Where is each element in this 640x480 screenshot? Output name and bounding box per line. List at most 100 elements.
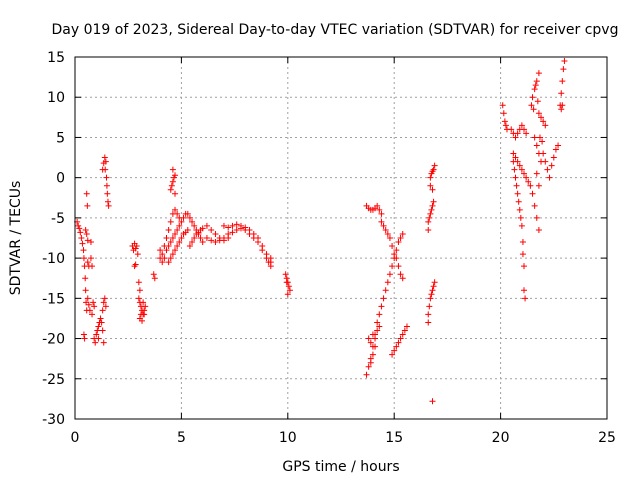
data-point (167, 218, 174, 225)
data-point (103, 174, 110, 181)
data-point (161, 243, 168, 250)
data-point (561, 58, 568, 65)
data-point (100, 160, 107, 167)
y-tick-label: -25 (42, 372, 65, 388)
data-point (184, 226, 191, 233)
data-point (519, 251, 526, 258)
y-tick-label: 5 (56, 130, 65, 146)
data-point (85, 301, 92, 308)
data-point (199, 225, 206, 232)
data-point (518, 222, 525, 229)
data-point (374, 202, 381, 209)
data-point (178, 218, 185, 225)
data-point (168, 182, 175, 189)
data-point (99, 307, 106, 314)
data-point (229, 222, 236, 229)
data-point (403, 323, 410, 330)
data-point (514, 130, 521, 137)
data-point (267, 255, 274, 262)
data-point (140, 299, 147, 306)
data-point (376, 323, 383, 330)
data-point (535, 150, 542, 157)
data-point (531, 202, 538, 209)
data-point (397, 335, 404, 342)
data-point (500, 110, 507, 117)
x-tick-label: 15 (385, 430, 403, 446)
data-point (250, 230, 257, 237)
data-point (431, 279, 438, 286)
data-point (159, 259, 166, 266)
data-point (502, 122, 509, 129)
data-point (384, 230, 391, 237)
data-point (550, 154, 557, 161)
chart-title: Day 019 of 2023, Sidereal Day-to-day VTE… (52, 22, 619, 38)
data-point (546, 174, 553, 181)
data-point (548, 162, 555, 169)
data-point (430, 166, 437, 173)
data-point (174, 210, 181, 217)
data-point (399, 230, 406, 237)
data-point (172, 230, 179, 237)
data-point (203, 222, 210, 229)
data-point (519, 239, 526, 246)
data-point (372, 343, 379, 350)
data-point (386, 271, 393, 278)
data-point (167, 186, 174, 193)
data-point (512, 174, 519, 181)
data-point (427, 210, 434, 217)
data-point (533, 214, 540, 221)
data-point (535, 182, 542, 189)
data-point (176, 239, 183, 246)
data-point (81, 335, 88, 342)
data-point (104, 190, 111, 197)
data-point (521, 287, 528, 294)
data-point (135, 279, 142, 286)
data-point (78, 235, 85, 241)
data-point (189, 239, 196, 246)
y-tick-label: -5 (51, 211, 65, 227)
data-point (142, 303, 149, 310)
data-point (363, 371, 370, 378)
data-point (237, 222, 244, 229)
data-point (535, 110, 542, 117)
data-point (521, 170, 528, 177)
data-point (515, 198, 522, 205)
data-point (169, 166, 176, 173)
data-point (233, 221, 240, 228)
data-point (208, 226, 215, 233)
data-point (540, 118, 547, 125)
data-point (367, 359, 374, 366)
data-point (189, 218, 196, 225)
data-point (552, 146, 559, 153)
x-tick-label: 10 (279, 430, 297, 446)
x-tick-label: 20 (492, 430, 510, 446)
data-point (391, 255, 398, 262)
data-point (80, 247, 87, 254)
data-point (104, 198, 111, 205)
data-point (165, 259, 172, 266)
data-point (395, 239, 402, 246)
data-point (538, 158, 545, 165)
data-point (95, 335, 102, 342)
data-point (558, 106, 565, 113)
data-point (372, 335, 379, 342)
data-point (518, 166, 525, 173)
data-point (425, 226, 432, 233)
data-point (80, 331, 87, 338)
data-point (285, 283, 292, 290)
data-point (172, 190, 179, 197)
data-point (428, 206, 435, 213)
data-point (560, 66, 567, 73)
data-point (167, 255, 174, 262)
data-point (427, 295, 434, 302)
data-point (535, 226, 542, 233)
data-point (165, 226, 172, 233)
data-point (255, 235, 262, 241)
data-point (514, 190, 521, 197)
data-point (92, 339, 99, 346)
data-point (286, 287, 293, 294)
data-point (172, 172, 179, 179)
data-point (517, 214, 524, 221)
data-point (539, 138, 546, 145)
data-point (527, 182, 534, 189)
